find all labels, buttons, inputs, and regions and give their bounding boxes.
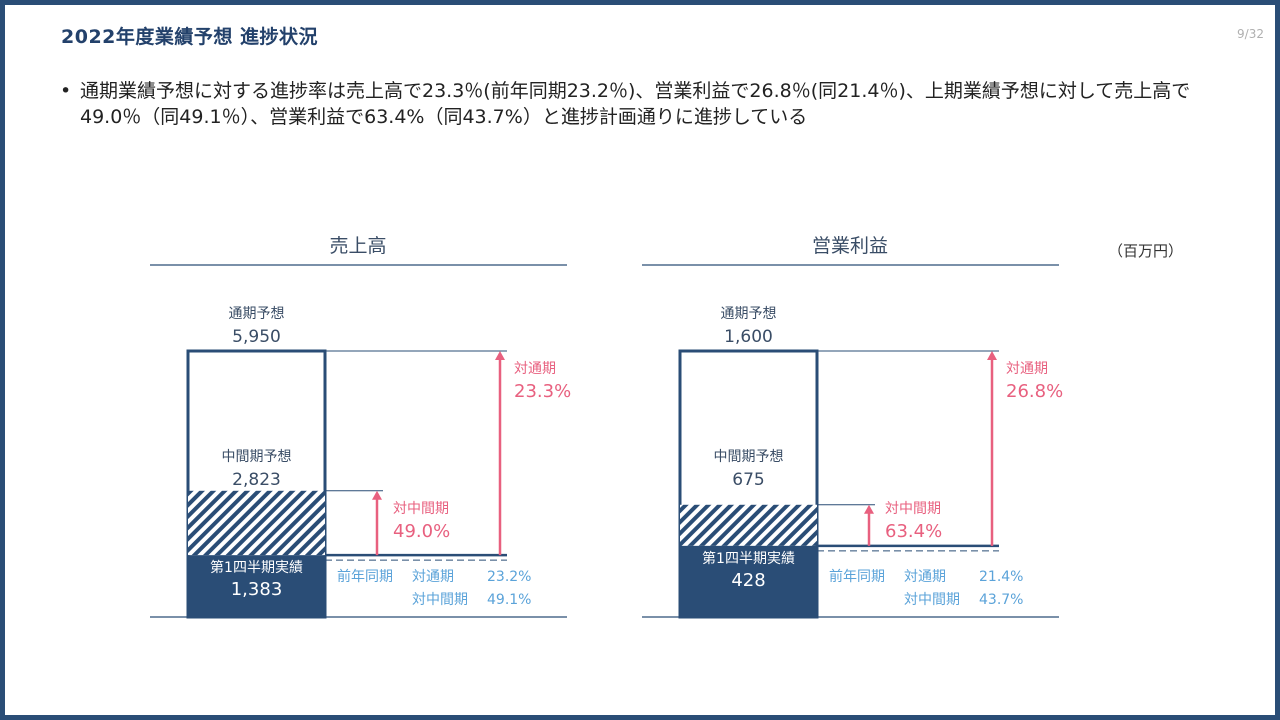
chart2-pct-half-label: 対中間期 bbox=[885, 501, 941, 517]
bullet-dot: • bbox=[60, 80, 72, 102]
chart1-annual-arrow-head bbox=[495, 351, 505, 360]
chart1-prior-half-value: 49.1% bbox=[487, 592, 531, 608]
chart2-annual-arrow-head bbox=[987, 351, 997, 360]
chart2-prior-half-label: 対中間期 bbox=[904, 592, 960, 608]
unit-label: （百万円） bbox=[1108, 242, 1184, 260]
chart2-q1-value: 428 bbox=[731, 570, 765, 591]
chart1-prior-annual-value: 23.2% bbox=[487, 569, 531, 585]
chart2-pct-annual-value: 26.8% bbox=[1006, 381, 1063, 402]
chart1-pct-half-value: 49.0% bbox=[393, 521, 450, 542]
summary-text: 通期業績予想に対する進捗率は売上高で23.3％(前年同期23.2％)、営業利益で… bbox=[80, 80, 1191, 128]
chart2-prior-annual-value: 21.4% bbox=[979, 569, 1023, 585]
chart2-prior-label: 前年同期 bbox=[829, 568, 885, 585]
chart1-half-label: 中間期予想 bbox=[222, 449, 292, 465]
chart2-prior-half-value: 43.7% bbox=[979, 592, 1023, 608]
chart1-annual-label: 通期予想 bbox=[229, 306, 285, 322]
chart1-q1-label: 第1四半期実績 bbox=[210, 559, 303, 576]
chart1-half-arrow-head bbox=[372, 490, 382, 500]
chart1-annual-value: 5,950 bbox=[232, 327, 281, 347]
page-title: 2022年度業績予想 進捗状況 bbox=[61, 26, 318, 48]
chart1-title: 売上高 bbox=[329, 235, 386, 257]
chart1-pct-annual-value: 23.3% bbox=[514, 381, 571, 402]
chart2-half-value: 675 bbox=[732, 470, 764, 490]
summary-bullet: • 通期業績予想に対する進捗率は売上高で23.3％(前年同期23.2％)、営業利… bbox=[60, 78, 1200, 130]
chart2-annual-label: 通期予想 bbox=[721, 306, 777, 322]
chart2-annual-value: 1,600 bbox=[724, 327, 773, 347]
chart1-prior-annual-label: 対通期 bbox=[412, 569, 454, 585]
chart1-q1-actual-bar bbox=[188, 555, 325, 618]
chart1-half-value: 2,823 bbox=[232, 470, 281, 490]
chart1-prior-label: 前年同期 bbox=[337, 568, 393, 585]
chart2-half-forecast-bar bbox=[680, 504, 817, 546]
chart2-prior-annual-label: 対通期 bbox=[904, 569, 946, 585]
chart1-half-forecast-bar bbox=[188, 490, 325, 556]
chart2-q1-label: 第1四半期実績 bbox=[702, 550, 795, 567]
chart2-pct-annual-label: 対通期 bbox=[1006, 361, 1048, 377]
page-number: 9/32 bbox=[1237, 27, 1264, 41]
chart2-pct-half-value: 63.4% bbox=[885, 521, 942, 542]
chart2-half-label: 中間期予想 bbox=[714, 449, 784, 465]
chart2-q1-actual-bar bbox=[680, 545, 817, 618]
chart1-pct-half-label: 対中間期 bbox=[393, 501, 449, 517]
chart1-q1-value: 1,383 bbox=[231, 579, 283, 600]
chart1-pct-annual-label: 対通期 bbox=[514, 361, 556, 377]
chart2-half-arrow-head bbox=[864, 504, 874, 514]
chart1-prior-half-label: 対中間期 bbox=[412, 592, 468, 608]
chart2-title: 営業利益 bbox=[812, 235, 888, 257]
